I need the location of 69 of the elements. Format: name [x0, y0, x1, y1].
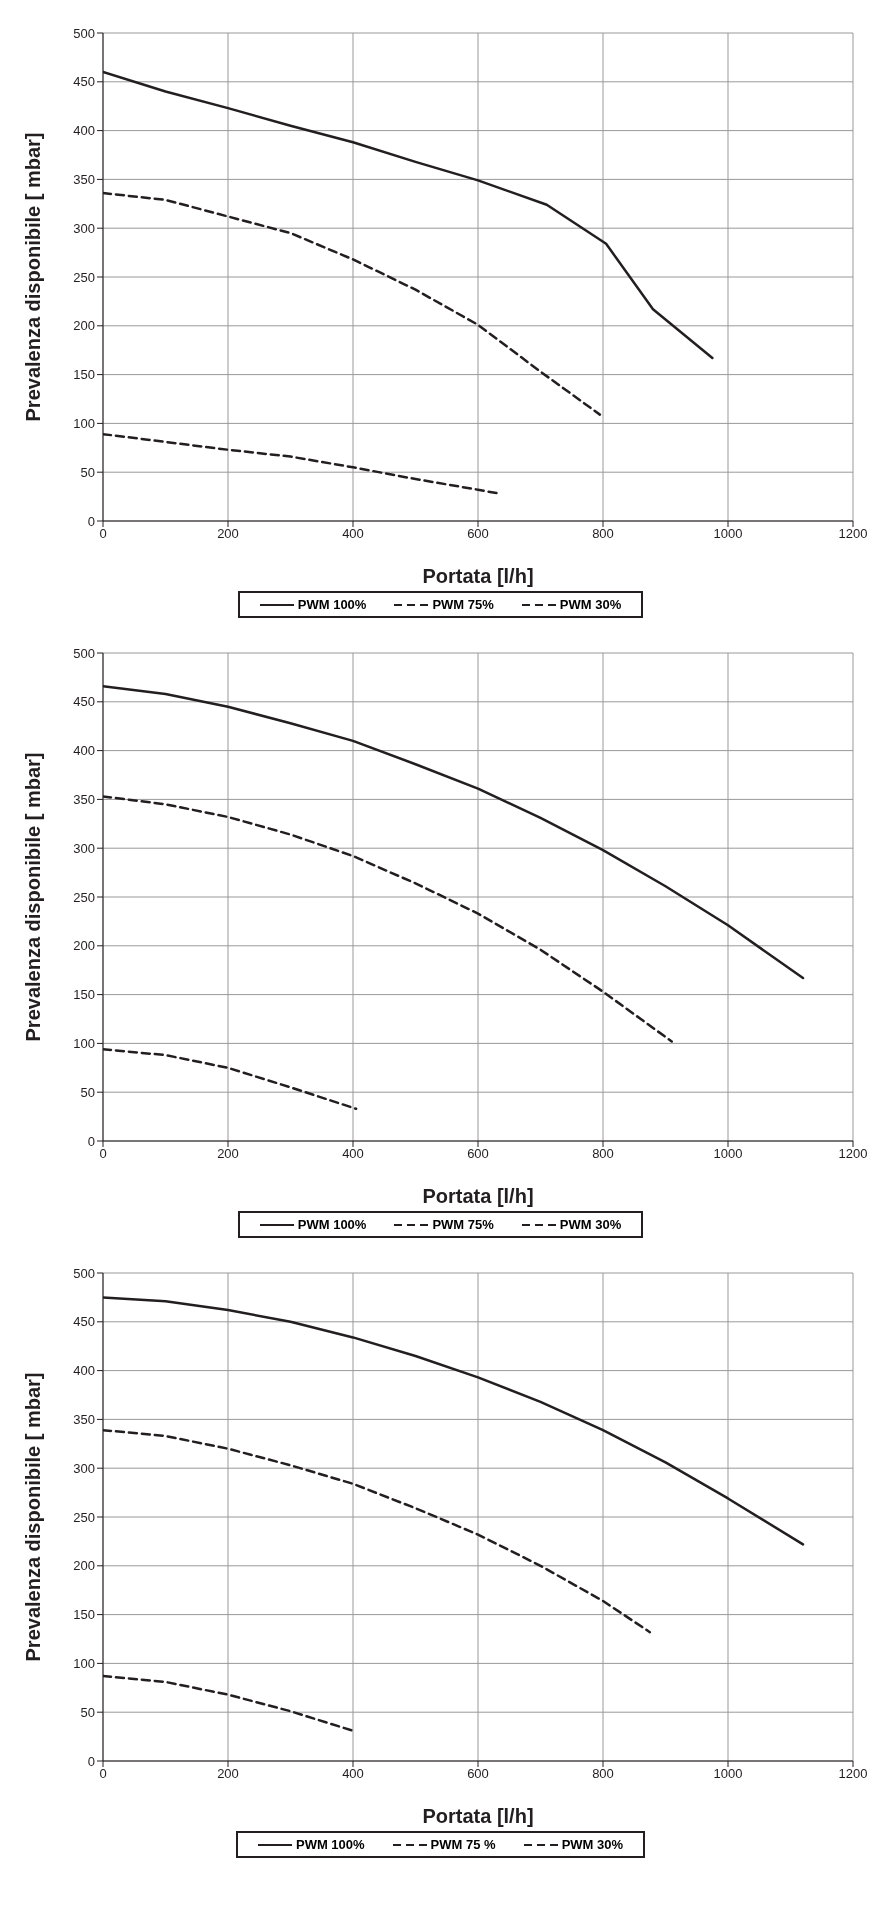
x-tick-label: 0 [99, 526, 107, 542]
x-tick-label: 200 [217, 1766, 239, 1782]
y-tick-label: 150 [73, 987, 95, 1003]
x-tick-label: 1000 [713, 1146, 743, 1162]
x-tick-label: 400 [342, 1766, 364, 1782]
x-tick-label: 1200 [838, 526, 868, 542]
legend-label: PWM 30% [558, 597, 622, 612]
y-tick-label: 0 [87, 1133, 95, 1149]
y-tick-label: 100 [73, 1036, 95, 1052]
y-tick-label: 200 [73, 1558, 95, 1574]
y-tick-label: 400 [73, 743, 95, 759]
x-tick-label: 400 [342, 526, 364, 542]
y-tick-label: 150 [73, 1607, 95, 1623]
legend-label: PWM 75% [431, 1217, 494, 1232]
y-tick-label: 300 [73, 840, 95, 856]
y-tick-label: 500 [73, 645, 95, 661]
legend-label: PWM 75% [431, 597, 494, 612]
legend-label: PWM 100% [296, 597, 367, 612]
y-tick-label: 50 [80, 1084, 95, 1100]
y-tick-label: 150 [73, 367, 95, 383]
y-tick-label: 0 [87, 1753, 95, 1769]
x-axis-title: Portata [l/h] [422, 1805, 534, 1827]
y-tick-label: 350 [73, 172, 95, 188]
y-tick-label: 250 [73, 269, 95, 285]
legend-label: PWM 75 % [429, 1837, 496, 1852]
y-tick-label: 200 [73, 938, 95, 954]
x-tick-label: 600 [467, 1146, 489, 1162]
legend-label: PWM 100% [296, 1217, 367, 1232]
x-tick-label: 1200 [838, 1146, 868, 1162]
legend-label: PWM 30% [560, 1837, 624, 1852]
y-tick-label: 350 [73, 1412, 95, 1428]
x-tick-label: 800 [592, 526, 614, 542]
x-tick-label: 400 [342, 1146, 364, 1162]
y-tick-label: 400 [73, 123, 95, 139]
y-tick-label: 500 [73, 25, 95, 41]
x-tick-label: 200 [217, 526, 239, 542]
y-tick-label: 50 [80, 1704, 95, 1720]
y-tick-label: 250 [73, 889, 95, 905]
legend-label: PWM 100% [294, 1837, 365, 1852]
y-tick-label: 450 [73, 74, 95, 90]
y-tick-label: 100 [73, 1656, 95, 1672]
y-axis-title: Prevalenza disponibile [ mbar] [22, 752, 45, 1042]
x-tick-label: 1000 [713, 526, 743, 542]
x-tick-label: 800 [592, 1766, 614, 1782]
x-tick-label: 800 [592, 1146, 614, 1162]
y-tick-label: 500 [73, 1265, 95, 1281]
x-axis-title: Portata [l/h] [422, 1185, 534, 1207]
y-tick-label: 400 [73, 1363, 95, 1379]
x-tick-label: 600 [467, 1766, 489, 1782]
y-axis-title: Prevalenza disponibile [ mbar] [22, 1372, 45, 1662]
y-tick-label: 300 [73, 1460, 95, 1476]
y-tick-label: 50 [80, 464, 95, 480]
y-tick-label: 450 [73, 694, 95, 710]
y-axis-title: Prevalenza disponibile [ mbar] [22, 132, 45, 422]
x-tick-label: 0 [99, 1766, 107, 1782]
x-tick-label: 1200 [838, 1766, 868, 1782]
x-tick-label: 1000 [713, 1766, 743, 1782]
x-axis-title: Portata [l/h] [422, 565, 534, 587]
y-tick-label: 300 [73, 220, 95, 236]
x-tick-label: 600 [467, 526, 489, 542]
legend-label: PWM 30% [558, 1217, 622, 1232]
y-tick-label: 450 [73, 1314, 95, 1330]
y-tick-label: 100 [73, 416, 95, 432]
x-tick-label: 200 [217, 1146, 239, 1162]
y-tick-label: 250 [73, 1509, 95, 1525]
x-tick-label: 0 [99, 1146, 107, 1162]
y-tick-label: 0 [87, 513, 95, 529]
y-tick-label: 350 [73, 792, 95, 808]
y-tick-label: 200 [73, 318, 95, 334]
